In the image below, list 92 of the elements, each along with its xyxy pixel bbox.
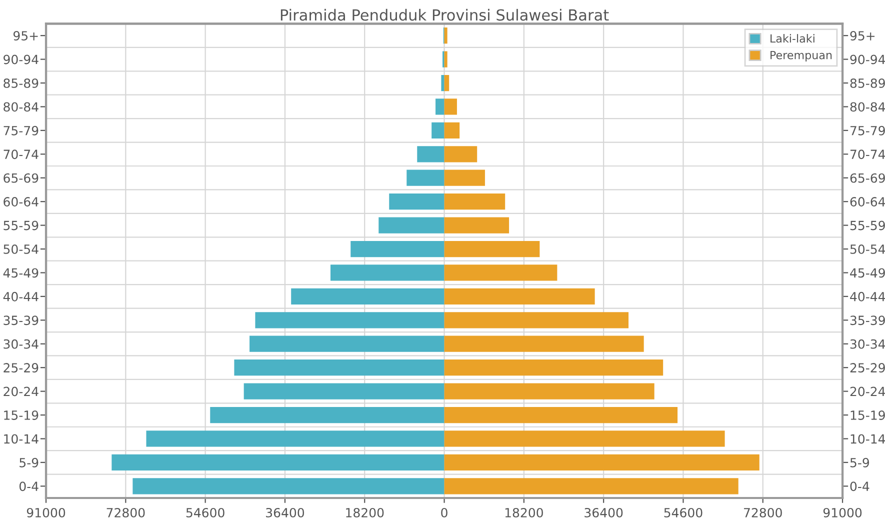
bar: [444, 122, 460, 138]
category-label: 30-34: [4, 339, 38, 349]
category-label: 40-44: [3, 292, 38, 302]
y-tick-label: 70-74: [850, 150, 885, 160]
bar: [444, 360, 664, 376]
bar: [378, 217, 444, 234]
bar: [441, 74, 444, 92]
category-label: 5-9: [20, 458, 38, 468]
y-tick-label: 25-29: [850, 363, 885, 373]
bar: [444, 194, 506, 210]
bar: [132, 478, 444, 494]
bar: [444, 288, 595, 304]
bar: [444, 217, 510, 234]
bar: [444, 28, 448, 44]
y-tick-label: 5-9: [850, 458, 869, 468]
category-label: 70-74: [4, 150, 38, 160]
legend-label: Perempuan: [770, 51, 832, 62]
category-label: 20-24: [4, 386, 38, 396]
category-label: 25-29: [4, 363, 38, 373]
x-tick-label: 54600: [186, 508, 224, 518]
category-label: 55-59: [4, 220, 38, 230]
x-tick-label: 54600: [664, 508, 702, 518]
category-label: 0-4: [19, 482, 38, 492]
y-tick-label: 0-4: [850, 482, 870, 492]
y-tick-label: 80-84: [850, 102, 885, 112]
y-tick-label: 95+: [850, 31, 875, 40]
y-tick-label: 35-39: [850, 316, 885, 326]
bar: [444, 51, 448, 68]
bar: [244, 383, 444, 400]
y-tick-label: 45-49: [850, 268, 885, 278]
bar: [112, 454, 444, 471]
bar: [255, 312, 444, 328]
y-tick-label: 55-59: [850, 220, 885, 230]
category-label: 75-79: [4, 126, 38, 136]
x-tick-label: 91000: [26, 508, 66, 518]
y-tick-label: 60-64: [850, 197, 885, 207]
category-label: 90-94: [4, 54, 38, 64]
bar: [432, 122, 444, 138]
category-label: 95+: [13, 31, 38, 40]
chart-title: Piramida Penduduk Provinsi Sulawesi Barat: [280, 8, 609, 21]
y-tick-label: 85-89: [850, 78, 885, 88]
bar: [250, 336, 444, 352]
bar: [234, 360, 444, 376]
y-tick-label: 20-24: [850, 386, 885, 396]
category-label: 85-89: [4, 78, 38, 88]
category-label: 80-84: [4, 102, 38, 112]
bar: [146, 430, 444, 447]
bar: [406, 170, 444, 186]
bar: [210, 406, 444, 424]
x-tick-label: 91000: [823, 508, 862, 518]
category-label: 35-39: [4, 316, 38, 326]
category-label: 15-19: [4, 410, 38, 420]
x-tick-label: 0: [441, 508, 448, 518]
x-tick-label: 72800: [106, 508, 145, 518]
bar: [444, 336, 644, 352]
bar: [444, 264, 558, 281]
category-label: 60-64: [4, 197, 38, 207]
x-tick-label: 36400: [266, 508, 304, 518]
bar: [436, 98, 444, 115]
bar: [444, 74, 450, 92]
bar: [444, 98, 457, 115]
x-tick-label: 18200: [346, 508, 384, 518]
bar: [444, 454, 760, 471]
bar: [389, 194, 444, 210]
bar: [444, 383, 654, 400]
y-tick-label: 10-14: [850, 434, 885, 444]
legend-label: Laki-laki: [770, 34, 814, 43]
x-tick-label: 72800: [744, 508, 782, 518]
bar: [444, 170, 485, 186]
y-tick-label: 15-19: [850, 410, 885, 420]
x-tick-label: 18200: [505, 508, 543, 518]
bar: [444, 146, 478, 162]
category-label: 45-49: [3, 268, 38, 278]
y-tick-label: 90-94: [850, 54, 885, 64]
y-tick-label: 30-34: [850, 339, 885, 349]
category-label: 10-14: [4, 434, 38, 444]
y-tick-label: 65-69: [850, 173, 885, 183]
bar: [444, 430, 725, 447]
bar: [444, 240, 540, 258]
bar: [350, 240, 444, 258]
y-tick-label: 40-44: [850, 292, 885, 302]
bar: [444, 312, 629, 328]
bar: [444, 406, 678, 424]
y-tick-label: 75-79: [850, 126, 885, 136]
x-tick-label: 36400: [584, 508, 623, 518]
category-label: 65-69: [4, 173, 38, 183]
bar: [444, 478, 738, 494]
bar: [417, 146, 444, 162]
category-label: 50-54: [4, 244, 38, 254]
bar: [330, 264, 444, 281]
y-tick-label: 50-54: [850, 244, 885, 254]
bar: [291, 288, 444, 304]
